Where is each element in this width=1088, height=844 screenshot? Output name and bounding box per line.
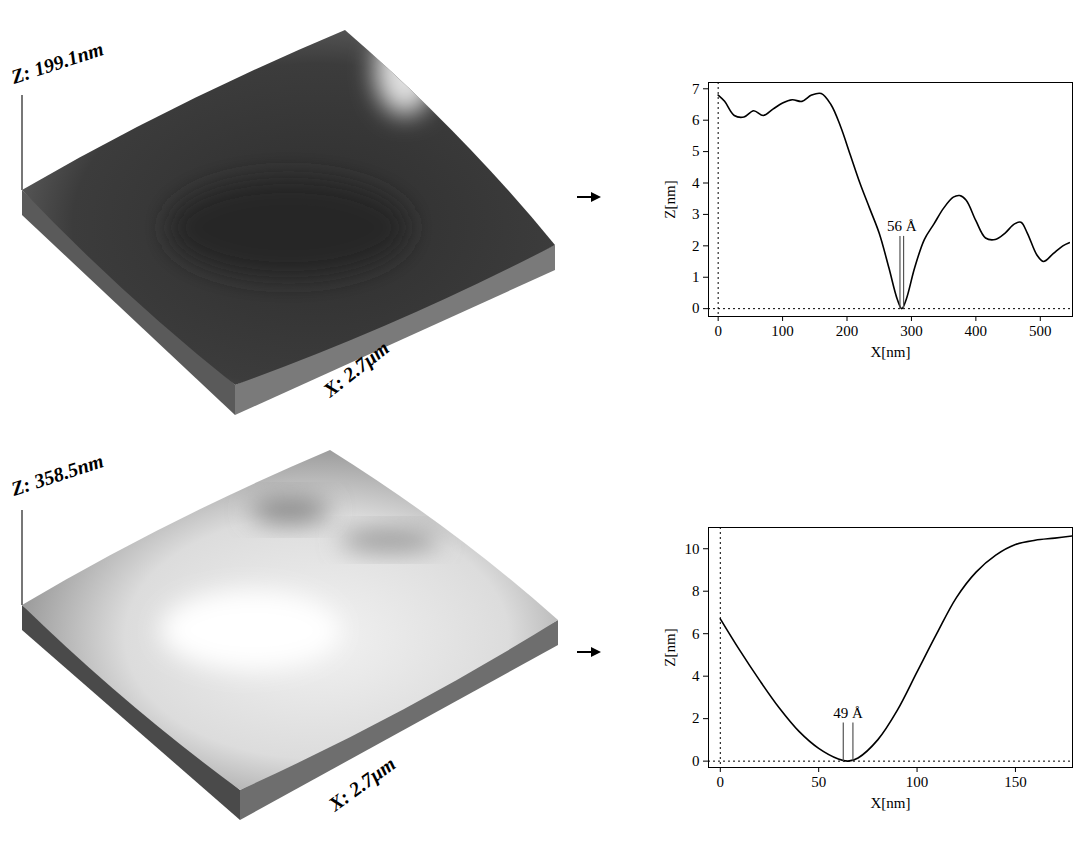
svg-text:100: 100: [771, 323, 794, 339]
svg-text:4: 4: [692, 175, 700, 191]
svg-text:Z[nm]: Z[nm]: [662, 628, 678, 666]
svg-text:Z: 199.1nm: Z: 199.1nm: [7, 37, 106, 88]
svg-text:5: 5: [692, 143, 700, 159]
svg-text:500: 500: [1029, 323, 1052, 339]
svg-text:100: 100: [906, 774, 929, 790]
svg-text:1: 1: [692, 269, 700, 285]
svg-text:0: 0: [692, 300, 700, 316]
svg-text:X: 2.7μm: X: 2.7μm: [318, 337, 393, 403]
svg-text:49 Å: 49 Å: [833, 705, 863, 721]
svg-text:56 Å: 56 Å: [887, 218, 917, 234]
svg-text:300: 300: [900, 323, 923, 339]
svg-text:X: 2.7μm: X: 2.7μm: [324, 752, 400, 816]
svg-text:X[nm]: X[nm]: [871, 344, 911, 360]
svg-text:2: 2: [692, 238, 700, 254]
svg-text:Z: 358.5nm: Z: 358.5nm: [7, 449, 106, 500]
svg-text:50: 50: [811, 774, 826, 790]
svg-text:0: 0: [692, 753, 700, 769]
svg-text:0: 0: [717, 774, 725, 790]
svg-text:2: 2: [692, 710, 700, 726]
svg-text:X[nm]: X[nm]: [871, 795, 911, 811]
svg-text:4: 4: [692, 668, 700, 684]
svg-text:6: 6: [692, 625, 700, 641]
svg-text:150: 150: [1004, 774, 1027, 790]
svg-text:7: 7: [692, 81, 700, 97]
svg-text:3: 3: [692, 206, 700, 222]
svg-text:400: 400: [965, 323, 988, 339]
svg-text:0: 0: [714, 323, 722, 339]
svg-text:10: 10: [685, 541, 700, 557]
svg-text:6: 6: [692, 112, 700, 128]
svg-text:8: 8: [692, 583, 700, 599]
svg-text:200: 200: [836, 323, 859, 339]
svg-text:Z[nm]: Z[nm]: [662, 180, 678, 218]
